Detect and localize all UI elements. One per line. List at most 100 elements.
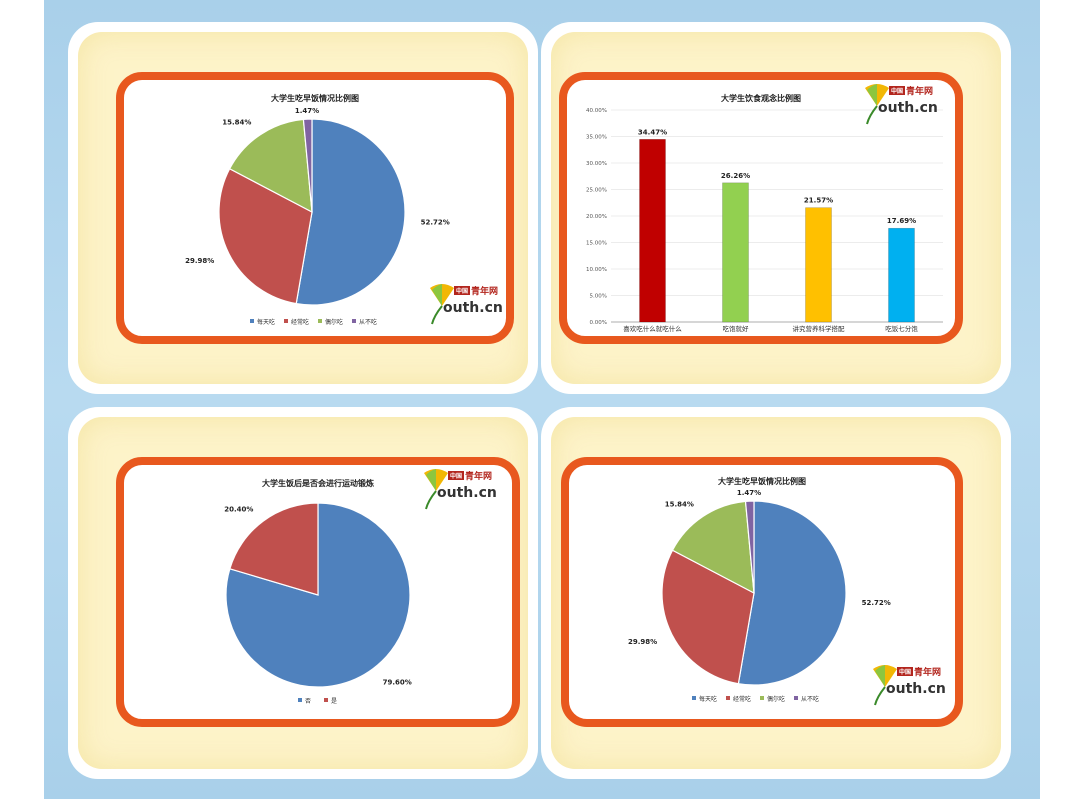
chart-frame: 大学生吃早饭情况比例图 52.72% 29.98% 15.84% 1.47% 每天吃 经常… [116,72,514,344]
logo-badge [454,286,470,295]
pie-slice-1 [737,500,847,686]
x-category-label: 喜欢吃什么就吃什么 [623,324,682,333]
pie-slice-2 [661,549,755,685]
pie-slice-1 [295,118,406,306]
ginkgo-leaf-icon [426,469,436,491]
pie-slice-4 [744,500,755,594]
data-label: 15.84% [665,500,694,508]
legend-swatch [794,696,798,700]
legend-swatch [760,696,764,700]
legend-swatch [318,319,322,323]
chart-title: 大学生吃早饭情况比例图 [718,476,806,486]
leaf-stem-icon [425,490,437,510]
legend-label: 偶尔吃 [767,695,785,703]
logo-cn-text: 青年网 [465,470,492,482]
y-tick-label: 10.00% [586,267,607,273]
legend-label: 偶尔吃 [325,318,343,326]
legend-swatch [324,698,328,702]
data-label: 79.60% [383,679,412,687]
diet-bar-chart: 大学生饮食观念比例图 0.00% 5.00% 10.00% 15.00% 20.00% 2… [586,84,943,333]
youth-cn-logo: 中国 青年网 outh.cn [424,469,497,510]
logo-badge [889,86,905,95]
data-label: 21.57% [804,197,833,205]
chart-frame: 大学生吃早饭情况比例图 52.72% 29.98% 15.84% 1.47% 每天吃 经常… [561,457,963,727]
logo-badge-text: 中国 [456,287,468,295]
data-label: 52.72% [421,218,450,226]
logo-badge [897,667,913,676]
data-label: 1.47% [737,489,761,497]
card-breakfast-pie-2: 大学生吃早饭情况比例图 52.72% 29.98% 15.84% 1.47% 每天吃 经常… [541,407,1011,779]
exercise-pie-chart: 大学生饭后是否会进行运动锻炼 79.60% 20.40% 否 是 中国 青年网 outh.c… [224,469,497,705]
legend-label: 每天吃 [699,695,717,703]
y-tick-label: 40.00% [586,108,607,114]
logo-cn-text: 青年网 [906,85,933,97]
legend-swatch [284,319,288,323]
ginkgo-leaf-icon [867,84,877,106]
legend-label: 否 [305,698,311,705]
data-label: 26.26% [721,172,750,180]
bar-4 [888,227,915,323]
logo-badge-text: 中国 [899,668,911,676]
bar-1 [639,139,666,323]
legend-swatch [250,319,254,323]
left-margin [0,0,44,799]
leaf-stem-icon [866,105,878,125]
logo-en-text: outh.cn [443,300,503,316]
ginkgo-leaf-icon [875,665,885,687]
logo-en-text: outh.cn [886,681,946,697]
pie-slice-3 [228,118,313,214]
data-label: 20.40% [224,505,253,513]
youth-cn-logo: 中国 青年网 outh.cn [865,84,938,125]
y-tick-label: 20.00% [586,214,607,220]
data-label: 52.72% [862,599,891,607]
legend-swatch [298,698,302,702]
x-category-label: 吃饱就好 [723,324,750,333]
pie-slice-2 [229,502,319,596]
legend-swatch [692,696,696,700]
data-label: 29.98% [628,638,657,646]
breakfast-pie-chart-2: 大学生吃早饭情况比例图 52.72% 29.98% 15.84% 1.47% 每天吃 经常… [628,476,946,706]
chart-title: 大学生饮食观念比例图 [721,93,801,103]
legend-label: 是 [331,698,337,705]
youth-cn-logo: 中国 青年网 outh.cn [430,284,503,325]
x-category-label: 讲究营养科学搭配 [793,324,846,333]
chart-frame: 大学生饭后是否会进行运动锻炼 79.60% 20.40% 否 是 中国 青年网 outh.c… [116,457,520,727]
data-label: 29.98% [185,257,214,265]
card-diet-bar: 大学生饮食观念比例图 0.00% 5.00% 10.00% 15.00% 20.00% 2… [541,22,1011,394]
logo-badge [448,471,464,480]
chart-title: 大学生吃早饭情况比例图 [271,93,359,103]
legend-label: 经常吃 [291,318,309,326]
pie-slice-4 [302,118,313,213]
data-label: 15.84% [222,118,251,126]
leaf-stem-icon [874,686,886,706]
y-tick-label: 0.00% [590,320,607,326]
bar-2 [722,182,749,323]
x-category-label: 吃饭七分饱 [885,324,918,333]
right-margin [1040,0,1080,799]
ginkgo-leaf-icon [432,284,442,306]
chart-frame: 大学生饮食观念比例图 0.00% 5.00% 10.00% 15.00% 20.00% 2… [559,72,963,344]
youth-cn-logo: 中国 青年网 outh.cn [873,665,946,706]
logo-cn-text: 青年网 [914,666,941,678]
pie-slice-3 [671,500,755,595]
chart-title: 大学生饭后是否会进行运动锻炼 [262,478,374,488]
leaf-stem-icon [431,305,443,325]
legend-label: 每天吃 [257,318,275,326]
legend-label: 从不吃 [801,695,819,703]
logo-badge-text: 中国 [891,87,903,95]
y-tick-label: 5.00% [590,294,607,300]
legend-swatch [726,696,730,700]
legend-label: 从不吃 [359,318,377,326]
data-label: 34.47% [638,128,667,136]
bar-3 [805,207,832,323]
pie-slice-2 [218,167,313,305]
y-tick-label: 35.00% [586,135,607,141]
logo-badge-text: 中国 [450,472,462,480]
logo-en-text: outh.cn [437,485,497,501]
data-label: 17.69% [887,217,916,225]
breakfast-pie-chart: 大学生吃早饭情况比例图 52.72% 29.98% 15.84% 1.47% 每天吃 经常… [185,93,503,326]
logo-en-text: outh.cn [878,100,938,116]
y-tick-label: 30.00% [586,161,607,167]
card-breakfast-pie: 大学生吃早饭情况比例图 52.72% 29.98% 15.84% 1.47% 每天吃 经常… [68,22,538,394]
data-label: 1.47% [295,107,319,115]
